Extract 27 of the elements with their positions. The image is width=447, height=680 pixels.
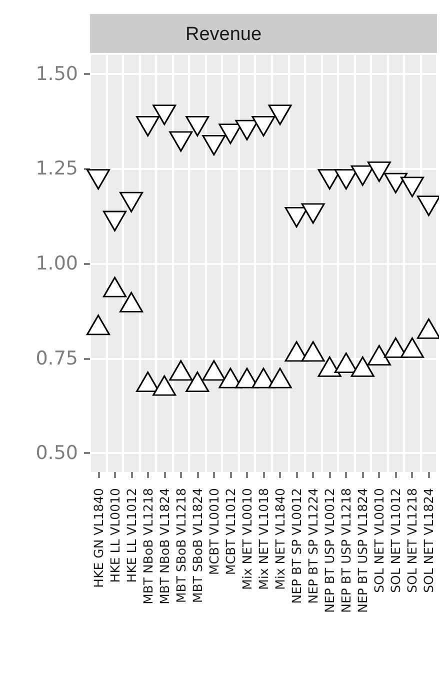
- x-tick-label: HKE LL VL0010: [107, 488, 122, 583]
- x-tick-label: Mix NET VL0010: [239, 488, 254, 590]
- x-tick-label: MCBT VL1012: [222, 488, 238, 576]
- x-tick-label: Mix NET VL1840: [272, 488, 288, 590]
- x-tick-label: NEP BT USP VL0012: [322, 488, 338, 613]
- x-tick-label: SOL NET VL1218: [404, 488, 420, 593]
- y-tick-label: 1.25: [36, 158, 78, 180]
- x-tick-label: NEP BT USP VL1218: [338, 488, 354, 613]
- y-tick-label: 1.00: [36, 252, 78, 274]
- x-tick-label: SOL NET VL1012: [388, 488, 404, 593]
- x-tick-label: MBT NBoB VL1218: [140, 488, 156, 604]
- y-tick-label: 1.50: [36, 62, 78, 85]
- x-tick-label: MBT NBoB VL1824: [156, 488, 172, 604]
- x-tick-label: HKE GN VL1840: [90, 488, 106, 588]
- chart-title: Revenue: [185, 24, 262, 45]
- x-tick-label: SOL NET VL1824: [421, 488, 436, 593]
- x-tick-label: Mix NET VL1018: [256, 488, 271, 590]
- x-tick-label: NEP BT SP VL1224: [306, 488, 321, 604]
- x-tick-label: MCBT VL0010: [206, 488, 222, 576]
- x-tick-label: HKE LL VL1012: [124, 488, 139, 583]
- x-tick-label: MBT SBoB VL1218: [173, 488, 188, 604]
- x-tick-label: NEP BT SP VL0012: [289, 488, 304, 604]
- y-tick-label: 0.75: [36, 347, 78, 370]
- y-tick-label: 0.50: [36, 442, 78, 464]
- x-tick-label: NEP BT USP VL1824: [355, 488, 370, 613]
- x-tick-label: SOL NET VL0010: [372, 488, 387, 593]
- x-tick-label: MBT SBoB VL1824: [190, 488, 205, 604]
